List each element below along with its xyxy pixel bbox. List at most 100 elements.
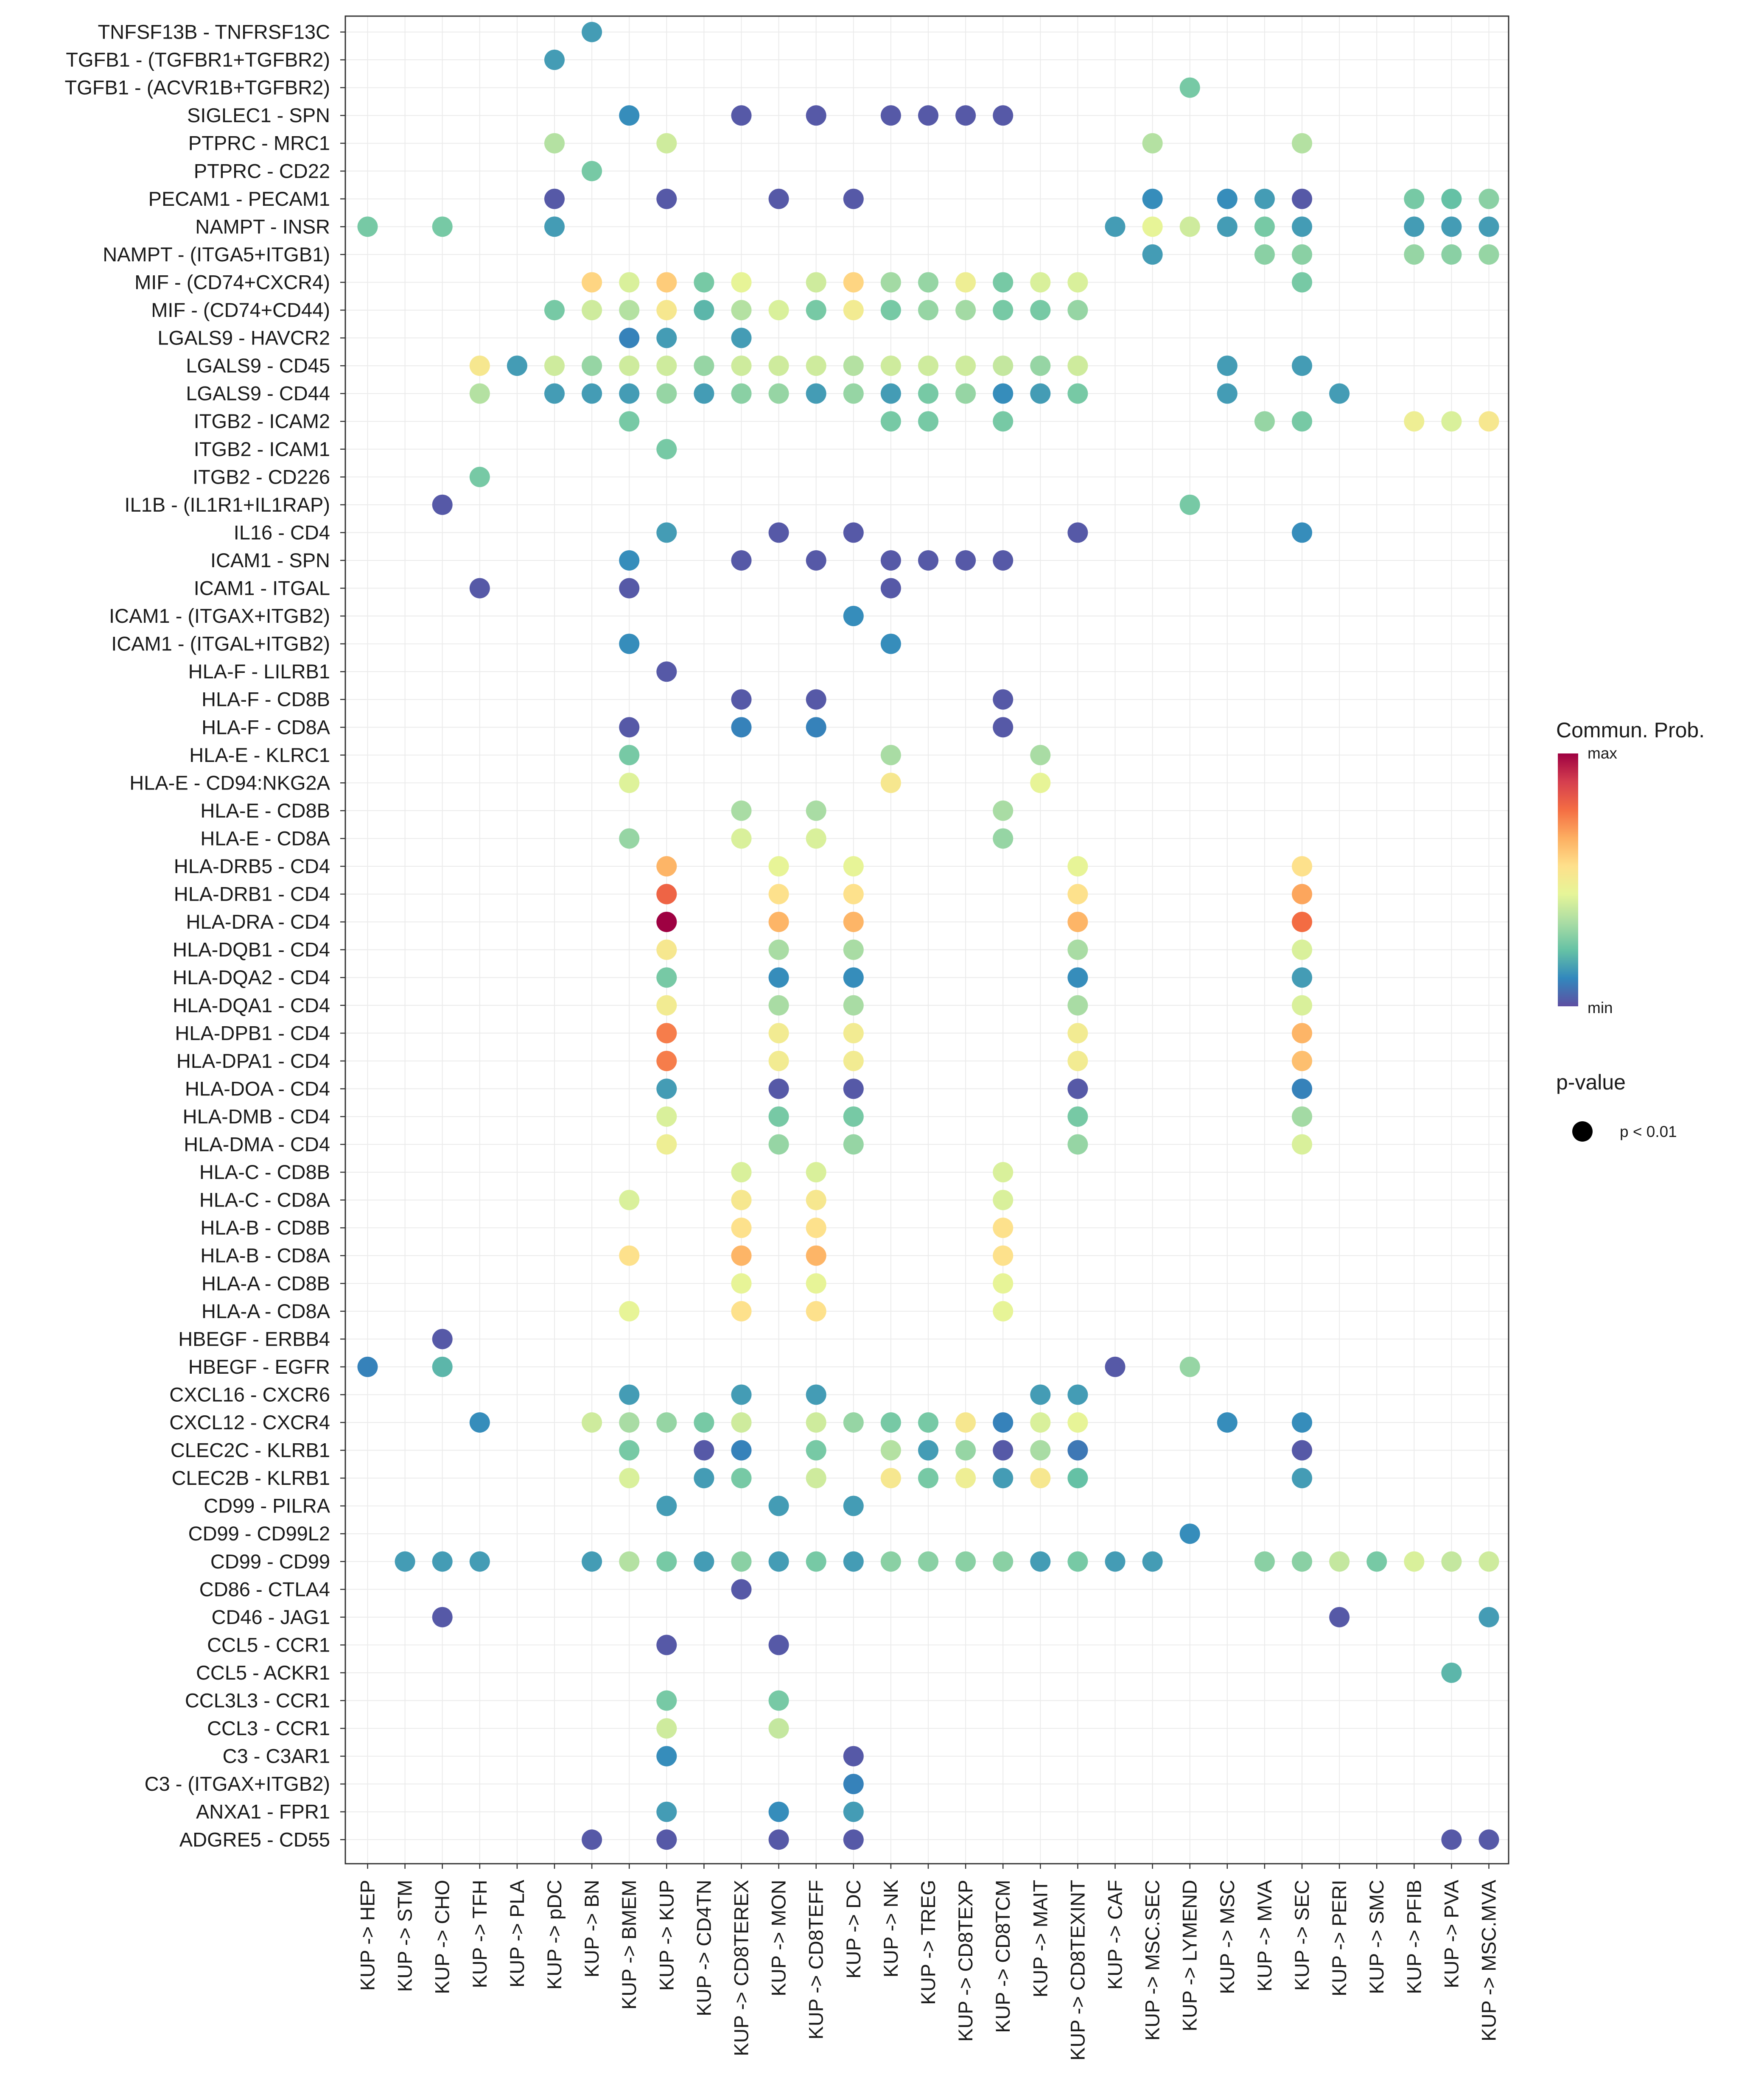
data-point: [918, 105, 938, 126]
data-point: [843, 1412, 864, 1433]
data-point: [1404, 411, 1425, 432]
y-tick-label: LGALS9 - CD44: [186, 382, 330, 405]
data-point: [1030, 356, 1051, 376]
data-point: [357, 216, 378, 237]
data-point: [1404, 1551, 1425, 1572]
data-point: [1292, 1050, 1312, 1071]
data-point: [1142, 133, 1163, 154]
y-tick-label: IL1B - (IL1R1+IL1RAP): [124, 493, 330, 516]
data-point: [1441, 1829, 1462, 1850]
data-point: [843, 522, 864, 543]
y-tick-label: TGFB1 - (ACVR1B+TGFBR2): [65, 76, 330, 99]
y-tick-label: HLA-B - CD8A: [200, 1244, 330, 1267]
y-tick-label: HLA-DMB - CD4: [183, 1105, 330, 1128]
data-point: [955, 105, 976, 126]
data-point: [694, 383, 714, 404]
data-point: [806, 1468, 826, 1489]
y-tick-label: HLA-DQA1 - CD4: [173, 994, 330, 1016]
size-legend-key-dot: [1572, 1121, 1593, 1142]
x-tick-label: KUP -> DC: [842, 1880, 865, 1979]
y-tick-label: PTPRC - CD22: [194, 160, 330, 182]
y-tick-label: HLA-C - CD8A: [199, 1189, 330, 1211]
color-legend-title: Commun. Prob.: [1556, 718, 1705, 742]
y-tick-label: CLEC2C - KLRB1: [171, 1439, 330, 1462]
y-tick-label: ITGB2 - CD226: [193, 465, 330, 488]
data-point: [843, 1134, 864, 1155]
data-point: [469, 356, 490, 376]
y-tick-label: HBEGF - ERBB4: [178, 1327, 330, 1350]
data-point: [656, 856, 677, 876]
data-point: [656, 884, 677, 904]
data-point: [656, 1635, 677, 1655]
y-tick-label: CD99 - CD99L2: [188, 1522, 330, 1545]
data-point: [880, 105, 901, 126]
data-point: [1067, 1050, 1088, 1071]
data-point: [1292, 995, 1312, 1016]
data-point: [806, 1218, 826, 1238]
data-point: [880, 356, 901, 376]
y-tick-label: NAMPT - (ITGA5+ITGB1): [103, 243, 330, 266]
y-tick-label: ANXA1 - FPR1: [196, 1800, 330, 1823]
y-tick-label: HLA-DQA2 - CD4: [173, 966, 330, 988]
x-tick-label: KUP -> BMEM: [618, 1880, 640, 2010]
data-point: [619, 773, 640, 793]
y-tick-label: HLA-E - CD94:NKG2A: [129, 771, 330, 794]
data-point: [619, 550, 640, 571]
data-point: [843, 1551, 864, 1572]
data-point: [1067, 1106, 1088, 1127]
data-point: [619, 411, 640, 432]
data-point: [731, 800, 752, 821]
data-point: [1067, 356, 1088, 376]
y-tick-label: MIF - (CD74+CD44): [151, 299, 330, 321]
data-point: [656, 133, 677, 154]
y-tick-label: CD86 - CTLA4: [199, 1578, 330, 1600]
data-point: [880, 272, 901, 293]
data-point: [1292, 967, 1312, 988]
data-point: [507, 356, 527, 376]
data-point: [656, 1134, 677, 1155]
x-tick-label: KUP -> MON: [767, 1880, 790, 1996]
data-point: [918, 1412, 938, 1433]
data-point: [731, 1468, 752, 1489]
y-tick-label: C3 - (ITGAX+ITGB2): [145, 1772, 330, 1795]
data-point: [1478, 1829, 1499, 1850]
data-point: [656, 1078, 677, 1099]
data-point: [582, 1829, 602, 1850]
data-point: [731, 328, 752, 348]
data-point: [694, 1551, 714, 1572]
data-point: [544, 300, 565, 320]
data-point: [806, 828, 826, 849]
data-point: [955, 1440, 976, 1461]
data-point: [768, 939, 789, 960]
data-point: [1292, 216, 1312, 237]
data-point: [993, 105, 1014, 126]
data-point: [619, 745, 640, 765]
y-tick-label: HLA-DPA1 - CD4: [176, 1050, 330, 1072]
data-point: [1441, 216, 1462, 237]
data-point: [1179, 216, 1200, 237]
data-point: [843, 912, 864, 932]
data-point: [880, 578, 901, 599]
data-point: [1067, 1078, 1088, 1099]
data-point: [1067, 383, 1088, 404]
data-point: [1179, 1356, 1200, 1377]
data-point: [993, 1468, 1014, 1489]
data-point: [880, 773, 901, 793]
data-point: [806, 356, 826, 376]
data-point: [1254, 411, 1275, 432]
data-point: [768, 912, 789, 932]
data-point: [1404, 216, 1425, 237]
x-tick-label: KUP -> MSC: [1216, 1880, 1238, 1994]
data-point: [1030, 1551, 1051, 1572]
y-tick-label: HLA-F - LILRB1: [188, 660, 330, 683]
data-point: [768, 1106, 789, 1127]
data-point: [694, 356, 714, 376]
y-tick-label: ICAM1 - (ITGAX+ITGB2): [109, 605, 330, 627]
data-point: [432, 1607, 453, 1627]
y-tick-label: HLA-DMA - CD4: [184, 1133, 330, 1156]
data-point: [731, 717, 752, 738]
y-tick-label: HLA-DOA - CD4: [185, 1077, 330, 1100]
data-point: [880, 300, 901, 320]
y-tick-label: ADGRE5 - CD55: [179, 1828, 330, 1851]
data-point: [1329, 383, 1350, 404]
